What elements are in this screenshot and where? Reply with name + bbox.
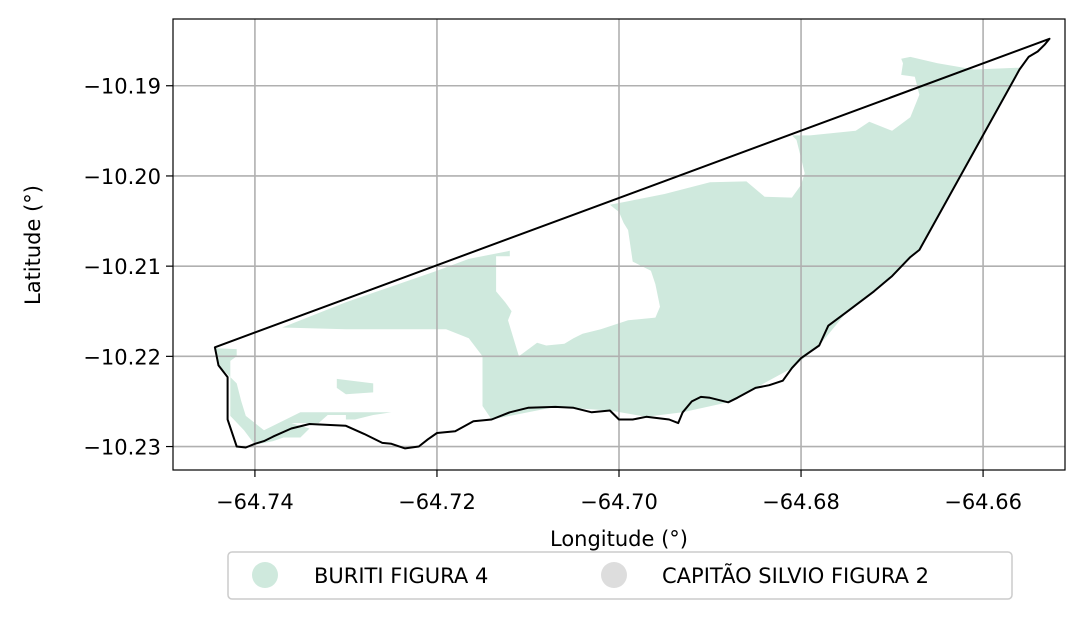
y-tick-label: −10.19	[83, 75, 161, 99]
x-tick-label: −64.68	[762, 490, 840, 514]
legend: BURITI FIGURA 4 CAPITÃO SILVIO FIGURA 2	[228, 552, 1012, 599]
legend-label-buriti: BURITI FIGURA 4	[314, 564, 488, 588]
y-tick-label: −10.22	[83, 345, 161, 369]
legend-marker-capitao-silvio	[601, 562, 627, 588]
y-tick-label: −10.23	[83, 436, 161, 460]
y-tick-label: −10.20	[83, 165, 161, 189]
plot-area	[173, 19, 1065, 470]
x-tick-label: −64.66	[944, 490, 1022, 514]
legend-marker-buriti	[252, 562, 278, 588]
y-axis-title: Latitude (°)	[21, 185, 45, 305]
legend-label-capitao-silvio: CAPITÃO SILVIO FIGURA 2	[662, 562, 929, 588]
x-axis-title: Longitude (°)	[550, 527, 688, 551]
x-tick-label: −64.70	[580, 490, 658, 514]
x-tick-label: −64.74	[216, 490, 294, 514]
x-tick-label: −64.72	[398, 490, 476, 514]
y-tick-label: −10.21	[83, 255, 161, 279]
